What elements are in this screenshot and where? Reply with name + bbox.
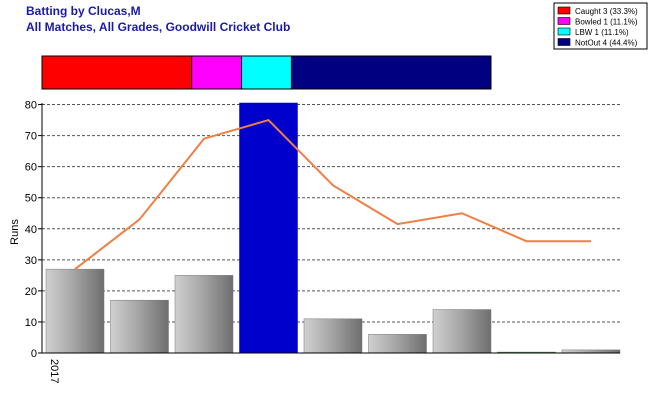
y-tick-label: 50: [25, 193, 37, 205]
legend-swatch: [557, 38, 571, 46]
y-ticks: 0 10 20 30 40 50 60 70 80: [25, 100, 42, 360]
trend-line: [74, 118, 591, 270]
bar: [368, 334, 427, 354]
y-axis-label: Runs: [9, 219, 21, 245]
legend-label: Caught 3 (33.3%): [575, 7, 638, 16]
y-tick-label: 30: [25, 255, 37, 267]
y-tick-label: 20: [25, 286, 37, 298]
dismissal-segment: [191, 55, 243, 90]
y-tick-label: 60: [25, 162, 37, 174]
y-tick-label: 0: [31, 348, 37, 360]
trend-line-group: [74, 118, 591, 270]
y-tick-label: 80: [25, 100, 37, 112]
legend-swatch: [557, 27, 571, 36]
gridlines: [42, 104, 620, 323]
x-tick-label: 2017: [48, 359, 60, 383]
bar: [303, 318, 363, 354]
bar: [174, 275, 234, 354]
legend: Caught 3 (33.3%) Bowled 1 (11.1%)LBW 1 (1…: [553, 2, 648, 50]
y-tick-label: 40: [25, 224, 37, 236]
bar: [110, 299, 169, 354]
chart-title: Batting by Clucas,M: [26, 4, 141, 18]
chart-subtitle: All Matches, All Grades, Goodwill Cricke…: [26, 20, 290, 34]
x-ticks: 2017: [48, 359, 60, 383]
dismissal-bar: [41, 55, 492, 90]
dismissal-segment: [290, 55, 492, 90]
bar: [45, 268, 105, 354]
legend-label: Bowled 1 (11.1%): [575, 18, 638, 27]
legend-swatch: [557, 17, 571, 25]
legend-swatch: [557, 6, 571, 15]
bar: [432, 309, 492, 354]
legend-label: NotOut 4 (44.4%): [575, 39, 638, 48]
bars: [45, 102, 621, 354]
y-tick-label: 10: [25, 317, 37, 329]
dismissal-segment: [41, 55, 193, 90]
legend-label: LBW 1 (11.1%): [575, 28, 629, 37]
dismissal-segment: [241, 55, 292, 90]
y-tick-label: 70: [25, 131, 37, 143]
